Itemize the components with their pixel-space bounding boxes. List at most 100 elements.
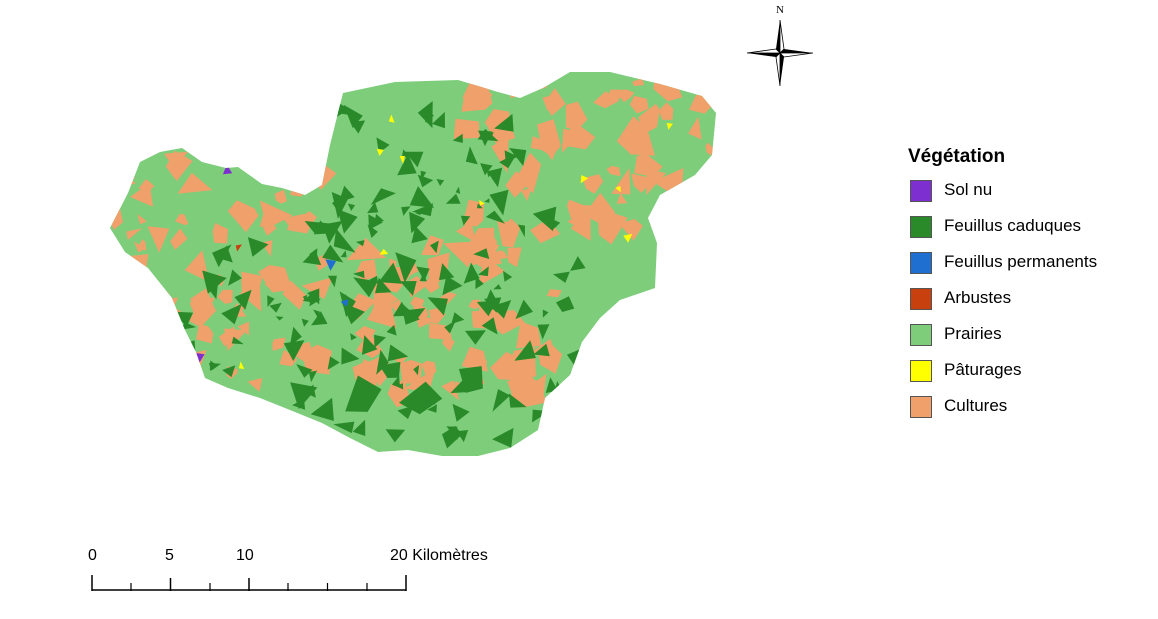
land-cover-patch — [310, 397, 334, 421]
north-label: N — [776, 4, 784, 16]
land-cover-patch — [308, 370, 318, 383]
land-cover-patch — [397, 405, 414, 420]
land-cover-patch — [416, 266, 430, 282]
land-cover-patch — [460, 215, 471, 226]
land-cover-patch — [354, 326, 376, 344]
land-cover-patch — [275, 316, 284, 321]
land-cover-patch — [485, 210, 505, 224]
land-cover-patch — [397, 153, 417, 176]
land-cover-patch — [182, 340, 196, 353]
legend-label: Arbustes — [944, 288, 1012, 307]
land-cover-patch — [517, 224, 525, 238]
land-cover-patch — [247, 237, 269, 257]
land-cover-patch — [421, 360, 437, 379]
land-cover-patch — [126, 228, 142, 240]
land-cover-patch — [554, 424, 574, 438]
land-cover-patch — [376, 349, 389, 375]
land-cover-patch — [514, 340, 536, 361]
north-arrow: N — [745, 4, 815, 88]
land-cover-patch — [346, 237, 387, 261]
land-cover-patch — [400, 359, 422, 384]
land-cover-patch — [484, 198, 490, 203]
land-cover-patch — [376, 148, 384, 156]
land-cover-patch — [475, 276, 484, 289]
land-cover-patch — [597, 210, 628, 245]
land-cover-patch — [405, 151, 424, 168]
land-cover-patch — [504, 150, 519, 162]
land-cover-patch — [442, 275, 463, 296]
land-cover-patch — [110, 161, 135, 189]
land-cover-patch — [385, 429, 406, 443]
land-cover-patch — [401, 206, 411, 216]
compass-rose-icon — [746, 19, 814, 87]
land-cover-patch — [209, 360, 218, 371]
land-cover-patch — [468, 299, 480, 310]
land-cover-patch — [247, 378, 263, 392]
land-cover-patch — [235, 244, 243, 252]
land-cover-patch — [112, 318, 137, 340]
land-cover-patch — [570, 256, 586, 271]
legend-swatch — [910, 216, 932, 238]
land-cover-patch — [202, 270, 227, 294]
land-cover-patch — [483, 289, 503, 311]
land-cover-patch — [688, 116, 702, 140]
land-cover-patch — [350, 333, 357, 341]
land-cover-patch — [417, 174, 434, 188]
land-cover-patch — [367, 202, 379, 214]
land-cover-patch — [388, 114, 395, 123]
land-cover-patch — [361, 335, 378, 355]
land-cover-patch — [148, 359, 183, 385]
land-cover-patch — [452, 133, 463, 143]
land-cover-patch — [593, 91, 620, 109]
land-cover-patch — [606, 165, 621, 177]
land-cover-patch — [506, 380, 519, 397]
legend-swatch — [910, 288, 932, 310]
legend-swatch — [910, 180, 932, 202]
legend-item: Pâturages — [908, 354, 1153, 390]
land-cover-patch — [521, 187, 532, 202]
land-cover-patch — [165, 150, 193, 182]
land-cover-patch — [391, 375, 400, 388]
land-cover-patch — [267, 168, 292, 187]
land-cover-patch — [546, 289, 562, 298]
land-cover-patch — [629, 95, 649, 114]
land-cover-patch — [322, 244, 344, 263]
land-cover-patch — [623, 233, 633, 243]
land-cover-patch — [133, 241, 146, 253]
land-cover-patch — [442, 336, 455, 352]
land-cover-patch — [427, 404, 437, 413]
legend-label: Cultures — [944, 396, 1008, 415]
legend-label: Sol nu — [944, 180, 993, 199]
land-cover-patch — [411, 226, 428, 244]
land-cover-patch — [267, 295, 275, 307]
land-cover-patch — [407, 308, 426, 320]
land-cover-patch — [138, 179, 155, 192]
land-cover-patch — [714, 167, 716, 179]
land-cover-patch — [341, 347, 360, 365]
land-cover-patch — [441, 380, 460, 401]
land-cover-patch — [494, 113, 514, 132]
land-cover-patch — [258, 265, 293, 293]
scale-label-5: 5 — [165, 547, 174, 564]
land-cover-patch — [710, 215, 716, 247]
land-cover-patch — [289, 326, 302, 346]
land-cover-patch — [442, 426, 463, 449]
land-cover-patch — [618, 219, 643, 241]
land-cover-patch — [393, 301, 410, 317]
land-cover-patch — [413, 365, 420, 376]
land-cover-patch — [445, 193, 461, 204]
land-cover-patch — [565, 101, 588, 131]
land-cover-patch — [427, 297, 448, 316]
land-cover-patch — [533, 343, 550, 357]
land-cover-patch — [343, 104, 363, 129]
land-cover-patch — [456, 220, 476, 243]
land-cover-patch — [238, 361, 245, 370]
land-cover-patch — [175, 214, 189, 226]
map-frame: N — [110, 4, 815, 456]
land-cover-patch — [476, 203, 483, 209]
land-cover-patch — [400, 281, 417, 296]
land-cover-patch — [567, 199, 588, 231]
land-cover-patch — [561, 128, 582, 153]
land-cover-patch — [401, 302, 420, 325]
legend-label: Pâturages — [944, 360, 1022, 379]
